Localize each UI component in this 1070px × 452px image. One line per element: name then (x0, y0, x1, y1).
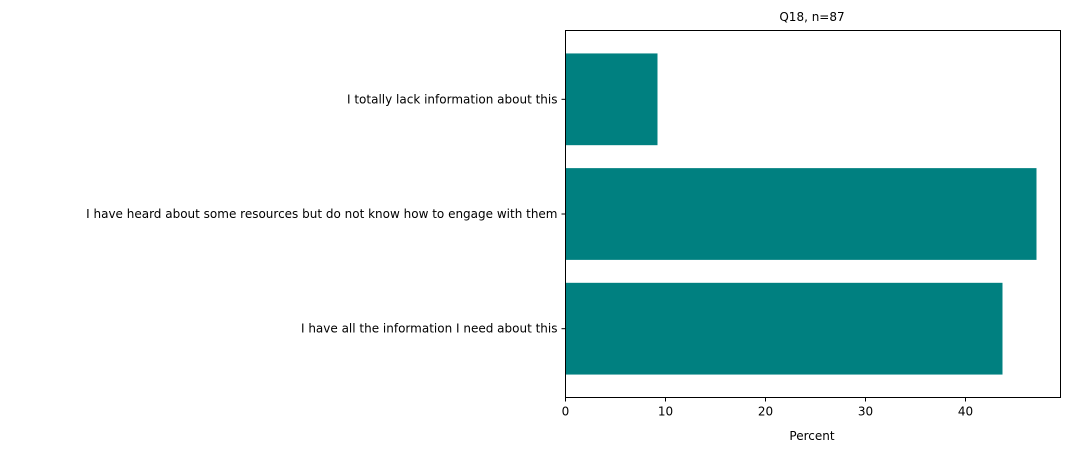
category-labels: I have all the information I need about … (86, 92, 566, 336)
bar (565, 282, 1003, 375)
x-tick-label: 30 (858, 405, 873, 419)
x-tick-label: 0 (562, 405, 570, 419)
x-tick-label: 40 (958, 405, 973, 419)
bar (565, 53, 658, 146)
category-label: I have heard about some resources but do… (86, 207, 557, 221)
x-tick-label: 20 (758, 405, 773, 419)
category-label: I totally lack information about this (347, 92, 558, 106)
plot-frame (565, 30, 1061, 398)
x-axis-label: Percent (789, 429, 834, 443)
x-tick-label: 10 (658, 405, 673, 419)
chart-title: Q18, n=87 (779, 10, 844, 24)
bar (565, 168, 1037, 260)
x-axis-ticks: 0 10 20 30 40 (562, 397, 973, 419)
bars-layer (565, 53, 1037, 375)
category-label: I have all the information I need about … (301, 322, 558, 336)
